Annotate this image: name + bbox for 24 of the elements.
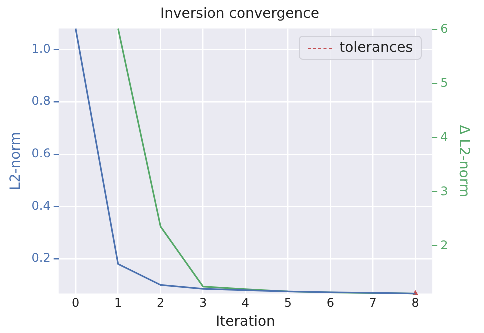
y2-tick-label: 3 bbox=[440, 184, 448, 198]
y-axis-title: L2-norm bbox=[8, 132, 24, 190]
chart-title: Inversion convergence bbox=[160, 6, 320, 22]
legend-label: tolerances bbox=[340, 40, 413, 56]
x-tick-label: 1 bbox=[114, 296, 122, 310]
x-tick-label: 0 bbox=[72, 296, 80, 310]
x-axis-title: Iteration bbox=[216, 314, 276, 330]
x-tick-label: 7 bbox=[369, 296, 377, 310]
x-tick-label: 4 bbox=[242, 296, 250, 310]
x-tick-label: 5 bbox=[284, 296, 292, 310]
y-tick-label: 0.6 bbox=[32, 146, 51, 160]
y2-tick-label: 2 bbox=[440, 238, 448, 252]
x-tick-label: 3 bbox=[199, 296, 208, 310]
y-tick-label: 0.4 bbox=[32, 198, 51, 213]
y2-tick-label: 6 bbox=[440, 22, 448, 36]
y2-tick-label: 4 bbox=[440, 130, 448, 144]
x-tick-label: 8 bbox=[412, 296, 420, 310]
x-tick-label: 6 bbox=[326, 296, 334, 310]
y-tick-label: 1.0 bbox=[32, 42, 51, 56]
y2-axis-title: Δ L2-norm bbox=[456, 125, 472, 198]
y2-tick-label: 5 bbox=[440, 76, 448, 90]
x-tick-label: 2 bbox=[156, 296, 165, 310]
y-tick-label: 0.8 bbox=[32, 94, 51, 108]
y-tick-label: 0.2 bbox=[32, 251, 51, 266]
